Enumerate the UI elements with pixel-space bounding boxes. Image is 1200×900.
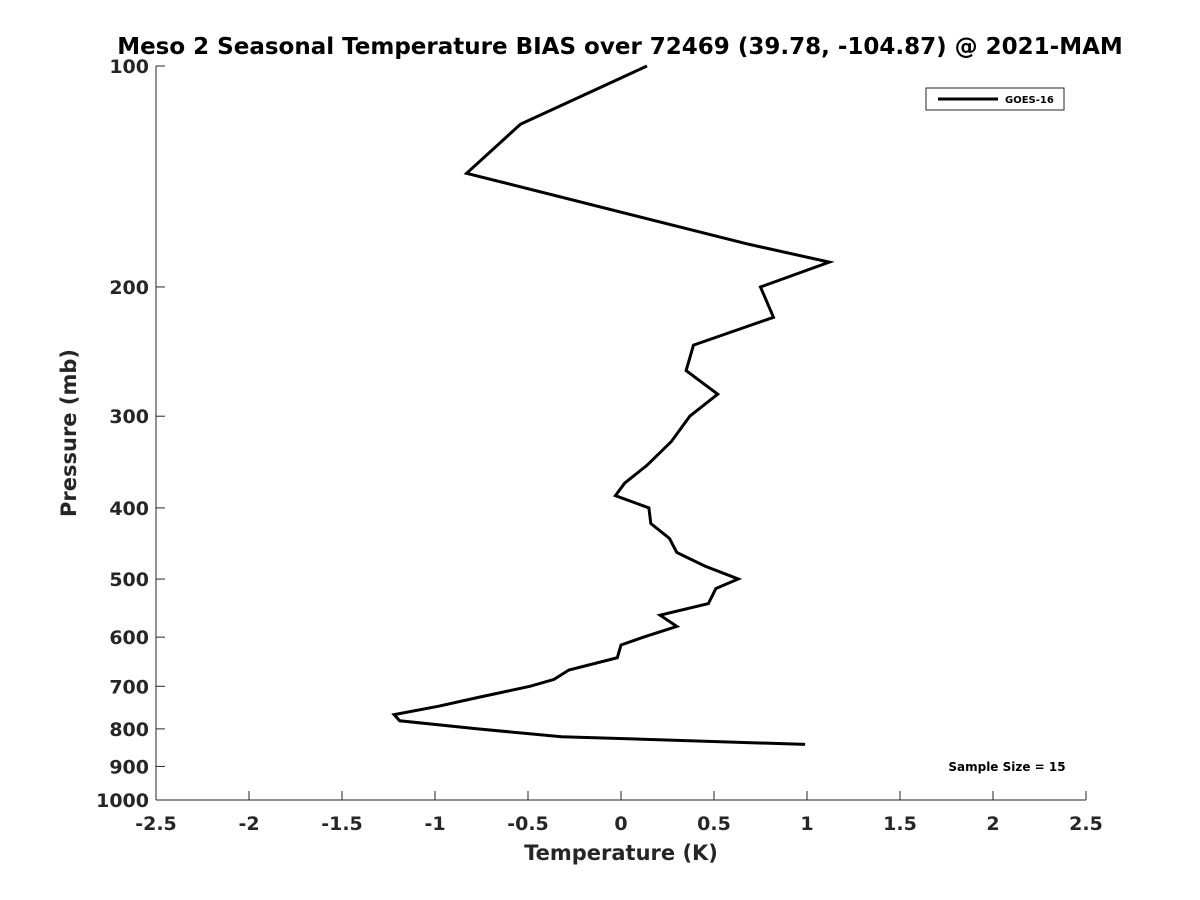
y-tick-label: 500 — [109, 569, 149, 591]
y-tick-label: 900 — [109, 756, 149, 778]
x-axis-label: Temperature (K) — [524, 841, 718, 865]
y-tick-label: 1000 — [96, 790, 149, 812]
y-axis-label: Pressure (mb) — [57, 349, 81, 517]
x-tick-label: 2.5 — [1069, 813, 1103, 835]
y-tick-label: 100 — [109, 56, 149, 78]
x-tick-label: 0.5 — [697, 813, 731, 835]
y-tick-label: 400 — [109, 498, 149, 520]
x-tick-label: -1.5 — [321, 813, 363, 835]
x-tick-label: -2.5 — [135, 813, 177, 835]
y-tick-label: 800 — [109, 719, 149, 741]
chart-title: Meso 2 Seasonal Temperature BIAS over 72… — [117, 34, 1123, 60]
y-tick-label: 600 — [109, 627, 149, 649]
y-tick-label: 200 — [109, 277, 149, 299]
x-tick-label: 1 — [800, 813, 813, 835]
sample-size-annotation: Sample Size = 15 — [948, 760, 1065, 774]
x-tick-label: 1.5 — [883, 813, 917, 835]
series-line-goes-16 — [391, 64, 835, 746]
x-tick-label: -1 — [424, 813, 445, 835]
x-tick-group: -2.5 -2 -1.5 -1 -0.5 0 0.5 1 1.5 2 2.5 — [135, 791, 1103, 835]
series-group — [391, 64, 835, 746]
x-tick-label: 0 — [614, 813, 627, 835]
y-tick-label: 700 — [109, 676, 149, 698]
x-tick-label: -2 — [238, 813, 259, 835]
x-tick-label: 2 — [986, 813, 999, 835]
legend-label: GOES-16 — [1005, 95, 1054, 106]
y-tick-label: 300 — [109, 406, 149, 428]
x-tick-label: -0.5 — [507, 813, 549, 835]
legend: GOES-16 — [925, 87, 1065, 111]
y-tick-group: 100 200 300 400 500 600 700 800 900 1000 — [96, 56, 165, 812]
